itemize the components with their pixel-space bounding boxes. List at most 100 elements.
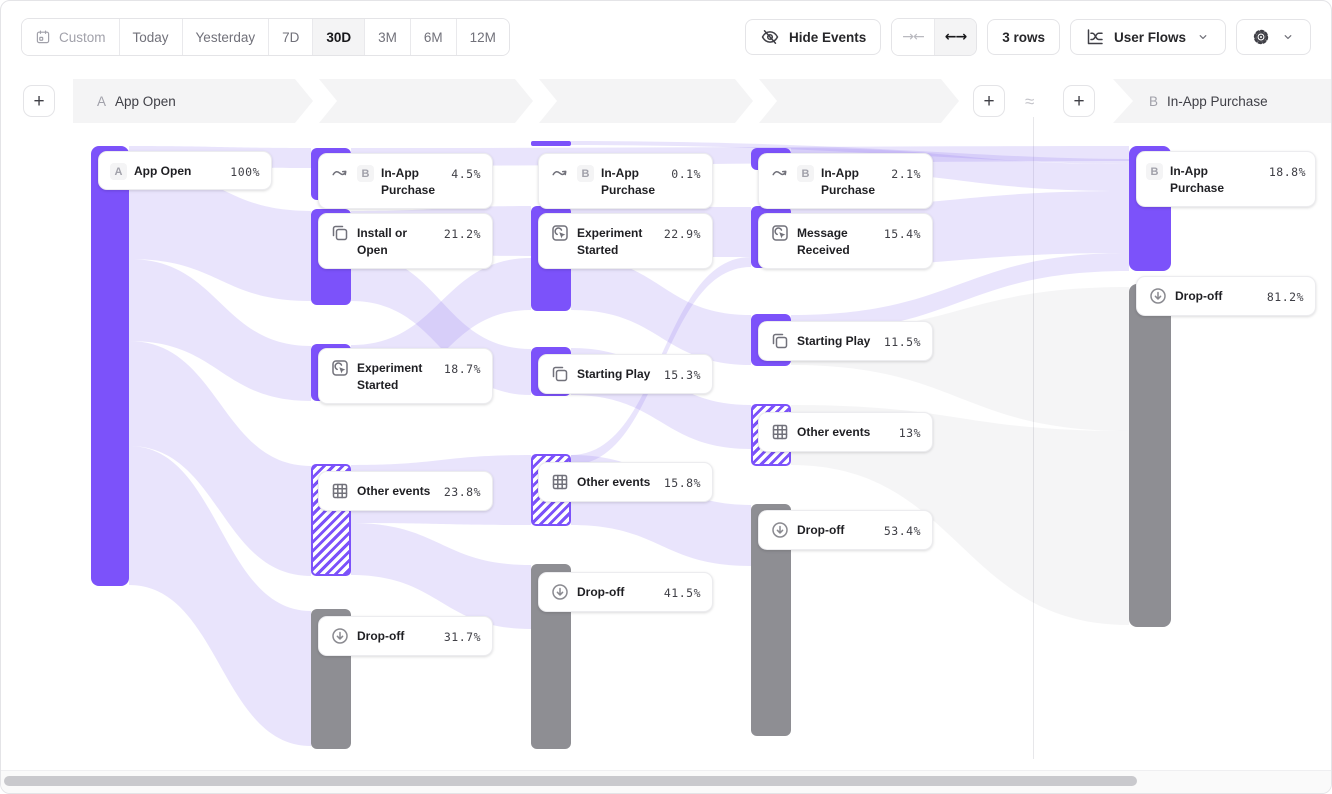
eye-off-icon: [760, 27, 780, 47]
screens-icon: [550, 364, 570, 384]
node-card-message-received[interactable]: Message Received 15.4%: [758, 213, 933, 269]
drop-off-icon: [550, 582, 570, 602]
node-label: In-App Purchase: [821, 166, 876, 197]
horizontal-scrollbar-thumb[interactable]: [4, 776, 1137, 786]
horizontal-scrollbar-track[interactable]: [1, 770, 1331, 793]
node-card-in-app-purchase[interactable]: B In-App Purchase 2.1%: [758, 153, 933, 209]
node-value: 53.4%: [883, 524, 921, 538]
node-card-starting-play[interactable]: Starting Play 11.5%: [758, 321, 933, 361]
node-value: 18.8%: [1268, 165, 1306, 179]
toolbar: Custom Today Yesterday 7D 30D 3M 6M 12M …: [1, 1, 1331, 73]
node-card-in-app-purchase[interactable]: B In-App Purchase 0.1%: [538, 153, 713, 209]
add-step-mid-left-button[interactable]: +: [973, 85, 1005, 117]
grid-icon: [770, 422, 790, 442]
hide-events-label: Hide Events: [788, 29, 867, 45]
node-card-starting-play[interactable]: Starting Play 15.3%: [538, 354, 713, 394]
date-range-30d[interactable]: 30D: [312, 19, 365, 55]
date-range-6m[interactable]: 6M: [409, 19, 456, 55]
node-card-app-open[interactable]: A App Open 100%: [98, 151, 272, 190]
date-range-7d[interactable]: 7D: [268, 19, 313, 55]
flow-band-segment: [539, 79, 753, 123]
node-label: Other events: [797, 425, 871, 439]
node-value: 11.5%: [883, 335, 921, 349]
drop-off-icon: [330, 626, 350, 646]
node-card-in-app-purchase[interactable]: B In-App Purchase 4.5%: [318, 153, 493, 209]
node-value: 15.8%: [663, 476, 701, 490]
node-value: 41.5%: [663, 586, 701, 600]
node-card-other-events[interactable]: Other events 13%: [758, 412, 933, 452]
cursor-action-icon: [330, 358, 350, 378]
node-card-install-or-open[interactable]: Install or Open 21.2%: [318, 213, 493, 269]
node-label: Drop-off: [797, 523, 845, 537]
node-card-other-events[interactable]: Other events 23.8%: [318, 471, 493, 511]
hide-events-button[interactable]: Hide Events: [744, 19, 882, 55]
node-value: 100%: [230, 165, 260, 179]
node-card-in-app-purchase-target[interactable]: B In-App Purchase 18.8%: [1136, 151, 1316, 207]
expand-icon: ←→: [944, 29, 967, 45]
screens-icon: [330, 223, 350, 243]
node-value: 23.8%: [443, 485, 481, 499]
section-divider: [1033, 117, 1034, 759]
date-range-label: 30D: [326, 29, 352, 45]
toolbar-right: Hide Events →← ←→ 3 rows User Flows: [744, 18, 1311, 56]
collapse-columns-button[interactable]: →←: [892, 19, 934, 55]
node-label: In-App Purchase: [381, 166, 436, 197]
node-value: 0.1%: [671, 167, 701, 181]
date-range-selector: Custom Today Yesterday 7D 30D 3M 6M 12M: [21, 18, 510, 56]
view-type-label: User Flows: [1113, 29, 1186, 45]
target-event-header[interactable]: B In-App Purchase: [1149, 79, 1268, 123]
approx-connector: ≈: [1025, 92, 1035, 111]
node-card-drop-off-target[interactable]: Drop-off 81.2%: [1136, 276, 1316, 316]
chevron-down-icon: [1195, 29, 1211, 45]
node-card-other-events[interactable]: Other events 15.8%: [538, 462, 713, 502]
spacing-toggle: →← ←→: [891, 18, 978, 56]
event-badge-b: B: [357, 165, 374, 182]
date-range-yesterday[interactable]: Yesterday: [181, 19, 269, 55]
node-bar-app-open[interactable]: [91, 146, 129, 586]
event-badge-a: A: [110, 163, 127, 180]
node-label: Install or Open: [357, 226, 408, 257]
date-range-12m[interactable]: 12M: [455, 19, 509, 55]
cursor-action-icon: [770, 223, 790, 243]
node-label: Drop-off: [577, 585, 625, 599]
user-flows-icon: [1085, 27, 1105, 47]
trend-arrow-icon: [330, 163, 350, 183]
node-card-drop-off[interactable]: Drop-off 53.4%: [758, 510, 933, 550]
source-event-header[interactable]: A App Open: [97, 79, 176, 123]
target-event-badge: B: [1149, 93, 1159, 109]
rows-button[interactable]: 3 rows: [987, 19, 1060, 55]
node-label: Starting Play: [577, 367, 651, 381]
node-card-drop-off[interactable]: Drop-off 41.5%: [538, 572, 713, 612]
node-card-experiment-started[interactable]: Experiment Started 22.9%: [538, 213, 713, 269]
trend-arrow-icon: [770, 163, 790, 183]
date-range-label: Today: [132, 29, 169, 45]
drop-off-icon: [1148, 286, 1168, 306]
node-value: 15.3%: [663, 368, 701, 382]
date-range-label: 6M: [423, 29, 443, 45]
event-badge-b: B: [577, 165, 594, 182]
settings-dropdown[interactable]: [1236, 19, 1311, 55]
event-badge-b: B: [797, 165, 814, 182]
node-label: Other events: [357, 484, 431, 498]
expand-columns-button[interactable]: ←→: [933, 19, 977, 55]
cursor-action-icon: [550, 223, 570, 243]
node-label: In-App Purchase: [1170, 164, 1225, 195]
date-range-custom[interactable]: Custom: [22, 19, 119, 55]
node-card-experiment-started[interactable]: Experiment Started 18.7%: [318, 348, 493, 404]
view-type-dropdown[interactable]: User Flows: [1069, 19, 1226, 55]
node-card-drop-off[interactable]: Drop-off 31.7%: [318, 616, 493, 656]
source-event-badge: A: [97, 93, 107, 109]
node-value: 15.4%: [883, 227, 921, 241]
gear-icon: [1251, 27, 1271, 47]
date-range-today[interactable]: Today: [118, 19, 182, 55]
node-value: 18.7%: [443, 362, 481, 376]
node-label: Drop-off: [1175, 289, 1223, 303]
node-bar-in-app-purchase[interactable]: [531, 141, 571, 146]
add-step-mid-right-button[interactable]: +: [1063, 85, 1095, 117]
add-step-left-button[interactable]: +: [23, 85, 55, 117]
date-range-3m[interactable]: 3M: [364, 19, 410, 55]
node-label: Experiment Started: [357, 361, 423, 392]
node-label: In-App Purchase: [601, 166, 656, 197]
node-bar-drop-off-target[interactable]: [1129, 284, 1171, 627]
